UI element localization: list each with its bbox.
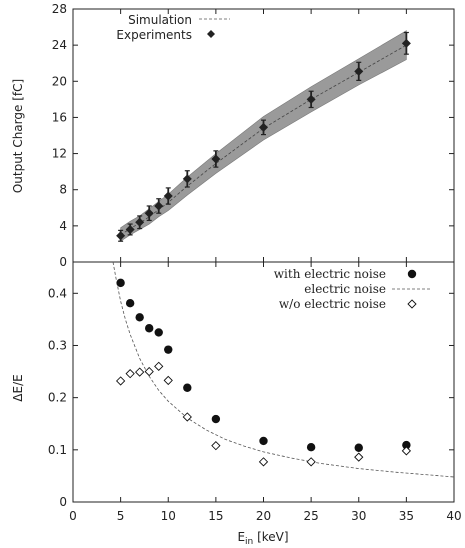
top-y-tick-label: 8 (59, 183, 67, 197)
top-y-tick-label: 0 (59, 255, 67, 269)
electric-noise-curve-line (112, 261, 455, 478)
top-x-ticks (72, 9, 455, 262)
with-noise-point (259, 436, 268, 446)
without-noise-point (354, 452, 364, 462)
experiment-point (135, 217, 145, 227)
with-noise-point (125, 299, 135, 308)
without-noise-point (182, 412, 192, 422)
without-noise-point (211, 441, 221, 451)
bottom-y-tick-label: 0.4 (48, 286, 67, 300)
experiment-point (125, 224, 135, 234)
top-legend: Simulation Experiments (116, 13, 230, 42)
experiment-point (354, 66, 364, 76)
simulation-uncertainty-band (120, 30, 407, 242)
bottom-x-tick-label: 30 (351, 509, 366, 523)
with-noise-point (145, 324, 154, 333)
without-noise-point (125, 369, 135, 379)
experiment-point (306, 94, 316, 104)
bottom-x-tick-label: 15 (208, 509, 223, 523)
with-noise-point (164, 345, 173, 354)
output-charge-panel: 0 4 8 12 16 20 24 28 Output Charge [fC] Simulat… (11, 2, 455, 269)
bottom-y-axis-label: ΔE/E (11, 374, 25, 401)
without-noise-point (163, 375, 173, 386)
top-y-ticks: 0 4 8 12 16 20 24 28 (52, 2, 454, 269)
without-noise-point (154, 361, 164, 371)
energy-resolution-panel: 0 0.1 0.2 0.3 0.4 0 5 10 15 20 25 30 35 40 ΔE/E Ein … (11, 261, 462, 547)
with-noise-point (116, 278, 125, 288)
experiment-point (182, 174, 192, 184)
with-electric-noise-series (116, 278, 411, 452)
bottom-x-tick-label: 25 (303, 509, 318, 523)
legend-label-with-noise: with electric noise (274, 267, 386, 281)
x-axis-label-unit: [keV] (253, 530, 288, 544)
bottom-x-tick-label: 20 (256, 509, 271, 523)
bottom-y-ticks: 0 0.1 0.2 0.3 0.4 (48, 286, 454, 509)
bottom-x-tick-label: 35 (399, 509, 414, 523)
legend-label-electric-noise: electric noise (304, 282, 386, 296)
bottom-legend: with electric noise electric noise w/o e… (274, 267, 432, 311)
x-axis-label: Ein [keV] (237, 530, 288, 547)
experiment-point (259, 122, 268, 132)
bottom-x-tick-label: 5 (117, 509, 125, 523)
with-noise-point (402, 440, 411, 450)
bottom-y-tick-label: 0.3 (48, 338, 67, 352)
electric-noise-curve (112, 261, 455, 478)
legend-swatch-experiments (207, 30, 215, 38)
top-y-tick-label: 28 (52, 2, 67, 16)
bottom-y-tick-label: 0 (59, 495, 67, 509)
without-noise-point (135, 367, 145, 377)
without-noise-point (144, 366, 154, 377)
without-noise-point (115, 376, 126, 386)
with-noise-point (211, 414, 221, 424)
experiment-point (211, 154, 221, 164)
bottom-x-tick-label: 0 (69, 509, 77, 523)
with-noise-point (135, 313, 144, 322)
without-electric-noise-series (115, 361, 412, 467)
top-y-tick-label: 20 (52, 74, 67, 88)
bottom-x-tick-label: 10 (161, 509, 176, 523)
x-axis-label-main: E (237, 530, 245, 544)
without-noise-point (401, 446, 412, 456)
legend-swatch-without-noise (407, 299, 417, 309)
bottom-x-tick-label: 40 (446, 509, 461, 523)
experiment-point (154, 201, 164, 211)
top-y-tick-label: 4 (59, 219, 67, 233)
without-noise-point (306, 457, 316, 467)
with-noise-point (183, 383, 192, 392)
top-y-tick-label: 16 (52, 110, 67, 124)
experiment-point (163, 191, 173, 201)
experiment-point (116, 231, 126, 241)
without-noise-point (258, 457, 269, 467)
x-axis-label-subscript: in (245, 537, 253, 547)
legend-label-without-noise: w/o electric noise (279, 297, 386, 311)
legend-swatch-with-noise (407, 269, 417, 279)
experiment-series (116, 31, 411, 242)
simulation-band-area (120, 30, 407, 242)
bottom-y-tick-label: 0.1 (48, 443, 67, 457)
top-y-tick-label: 24 (52, 38, 67, 52)
legend-label-simulation: Simulation (128, 13, 192, 27)
bottom-x-ticks: 0 5 10 15 20 25 30 35 40 (69, 262, 462, 523)
with-noise-point (354, 443, 363, 452)
bottom-y-tick-label: 0.2 (48, 391, 67, 405)
experiment-point (144, 208, 154, 218)
top-y-tick-label: 12 (52, 147, 67, 161)
experiment-point (401, 38, 411, 48)
with-noise-point (306, 443, 316, 452)
with-noise-point (154, 328, 163, 337)
top-y-axis-label: Output Charge [fC] (11, 79, 25, 193)
legend-label-experiments: Experiments (116, 28, 192, 42)
